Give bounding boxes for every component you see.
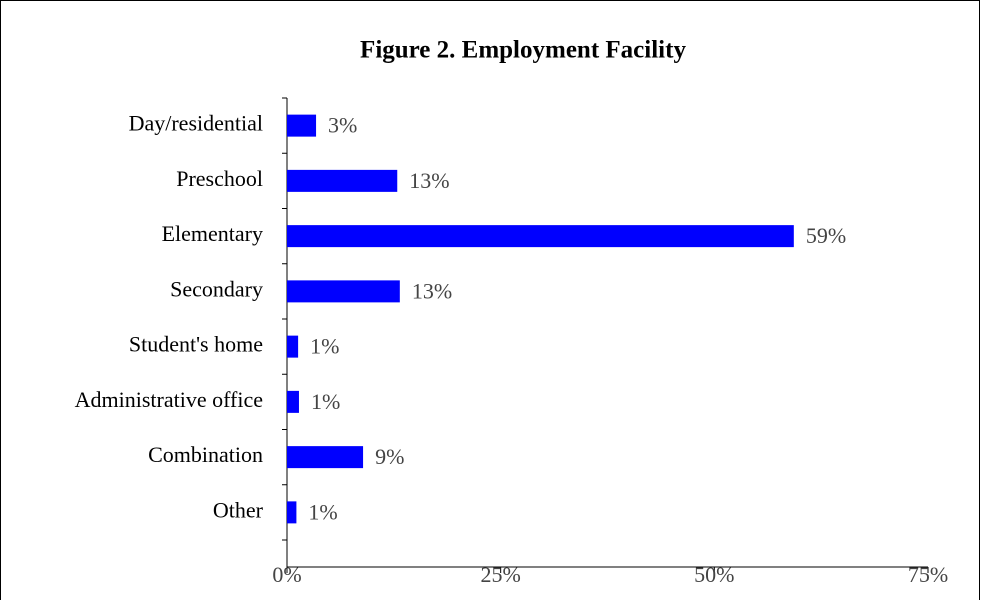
bar: [287, 169, 398, 192]
y-tick-label: Secondary: [170, 276, 263, 301]
x-tick-label: 25%: [481, 562, 521, 587]
y-tick-label: Administrative office: [75, 387, 263, 412]
value-label: 1%: [311, 389, 340, 414]
value-label: 1%: [310, 334, 339, 359]
y-tick-label: Day/residential: [129, 111, 263, 136]
bar: [287, 390, 299, 413]
y-tick-label: Other: [213, 497, 264, 522]
bar: [287, 225, 794, 248]
chart-title: Figure 2. Employment Facility: [360, 37, 686, 64]
value-label: 1%: [308, 499, 337, 524]
value-label: 3%: [328, 113, 357, 138]
x-tick-label: 50%: [694, 562, 734, 587]
value-label: 13%: [409, 168, 449, 193]
y-tick-label: Elementary: [162, 221, 263, 246]
bar: [287, 446, 364, 469]
value-label: 59%: [806, 223, 846, 248]
x-tick-label: 75%: [908, 562, 948, 587]
value-label: 13%: [412, 278, 452, 303]
bar: [287, 280, 400, 303]
bar: [287, 335, 299, 358]
value-label: 9%: [375, 444, 404, 469]
y-tick-label: Student's home: [129, 332, 263, 357]
y-tick-label: Combination: [148, 442, 263, 467]
y-tick-label: Preschool: [176, 166, 263, 191]
bar: [287, 501, 297, 524]
x-tick-label: 0%: [272, 562, 301, 587]
bar: [287, 114, 317, 137]
